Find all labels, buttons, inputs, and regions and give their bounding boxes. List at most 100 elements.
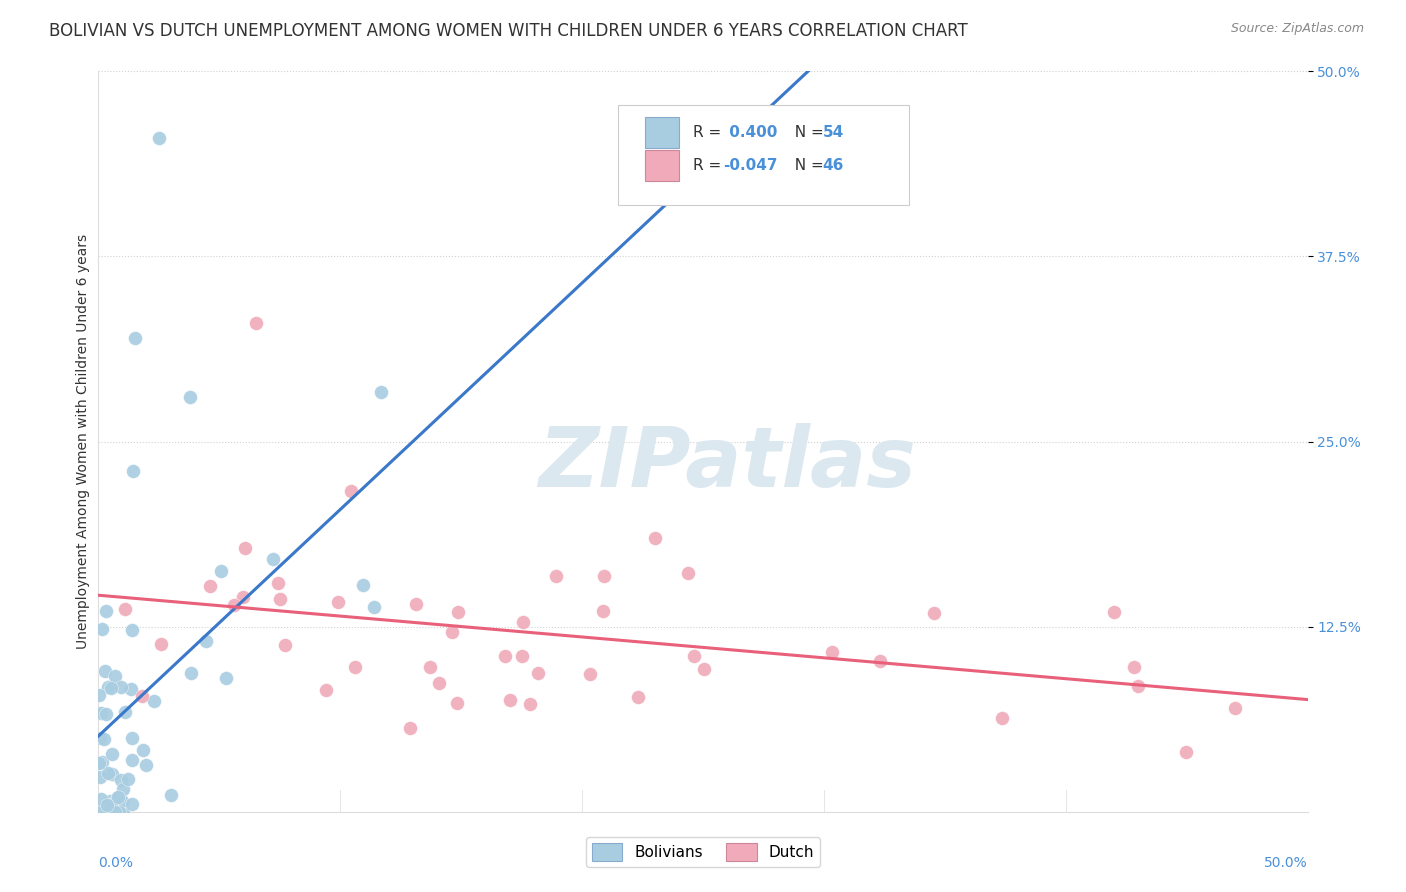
Point [114,705,136,719]
Point [440,624,463,639]
Text: 50.0%: 50.0% [1264,856,1308,870]
Text: 0.400: 0.400 [724,125,778,140]
Point [97,765,120,780]
Point [676,566,699,580]
Point [108,805,131,819]
Text: BOLIVIAN VS DUTCH UNEMPLOYMENT AMONG WOMEN WITH CHILDREN UNDER 6 YEARS CORRELATI: BOLIVIAN VS DUTCH UNEMPLOYMENT AMONG WOM… [49,22,967,40]
Point [87,756,110,771]
Point [1123,660,1146,674]
Point [1128,679,1150,693]
Point [344,660,367,674]
Point [121,464,143,478]
Point [135,757,157,772]
Point [120,682,142,697]
Y-axis label: Unemployment Among Women with Children Under 6 years: Unemployment Among Women with Children U… [76,234,90,649]
Point [111,794,134,808]
Point [245,316,267,330]
Point [179,390,201,404]
Point [363,599,385,614]
Point [91,623,114,637]
Point [150,636,173,650]
Text: -0.047: -0.047 [724,158,778,173]
Point [224,598,246,612]
Bar [645,117,679,148]
Point [94,706,117,721]
Point [233,541,256,555]
Point [90,706,112,720]
Point [105,791,128,805]
Point [100,797,122,812]
Point [121,731,143,746]
Point [869,654,891,668]
Point [96,798,118,813]
Point [683,649,706,664]
Point [121,797,143,811]
Point [160,789,183,803]
Point [1102,605,1125,619]
Text: R =: R = [693,125,727,140]
Legend: Bolivians, Dutch: Bolivians, Dutch [585,838,821,867]
Point [1223,701,1246,715]
Text: ZIPatlas: ZIPatlas [538,423,917,504]
Point [427,676,450,690]
Point [447,605,470,619]
Point [352,577,374,591]
Point [100,681,122,695]
Point [180,666,202,681]
Point [89,805,111,819]
Point [494,649,516,664]
Bar [645,150,679,181]
Point [110,680,132,694]
Point [132,743,155,757]
Point [89,731,111,745]
Point [104,805,127,819]
Point [232,590,254,604]
Point [90,791,112,805]
Text: N =: N = [785,158,830,173]
Text: R =: R = [693,158,727,173]
Point [499,693,522,707]
Point [214,671,236,685]
Point [89,770,111,784]
Point [510,649,533,664]
Point [644,531,666,545]
Point [209,564,232,578]
Point [121,753,143,767]
Point [627,690,650,704]
Point [100,767,122,781]
Point [90,756,112,770]
Text: 46: 46 [823,158,844,173]
Point [143,693,166,707]
Point [104,669,127,683]
Point [98,794,121,808]
Point [328,595,350,609]
Point [131,689,153,703]
Point [93,731,115,746]
Point [579,667,602,681]
Point [693,661,716,675]
Point [195,633,218,648]
Point [398,721,420,735]
Point [924,606,946,620]
Point [110,772,132,787]
Point [114,602,136,616]
Point [339,484,361,499]
Point [546,569,568,583]
Text: N =: N = [785,125,830,140]
Point [990,711,1012,725]
Point [519,697,541,711]
Point [821,645,844,659]
Point [100,747,122,761]
Point [117,772,139,786]
Point [94,604,117,618]
Point [512,615,534,629]
Point [124,331,146,345]
Point [148,131,170,145]
FancyBboxPatch shape [619,104,908,204]
Text: 0.0%: 0.0% [98,856,134,870]
Text: Source: ZipAtlas.com: Source: ZipAtlas.com [1230,22,1364,36]
Text: 54: 54 [823,125,844,140]
Point [112,781,135,796]
Point [198,579,221,593]
Point [527,666,550,681]
